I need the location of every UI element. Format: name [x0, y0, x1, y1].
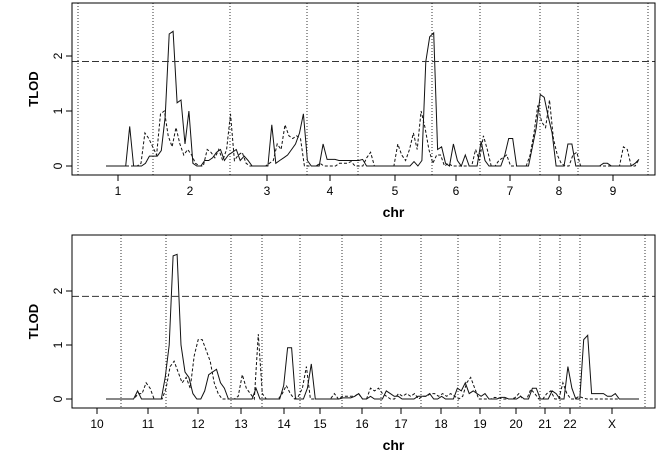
x-tick-label: 11: [142, 417, 155, 431]
series-line-dashed: [106, 334, 639, 401]
y-tick-label: 2: [51, 287, 65, 294]
x-tick-label: 13: [234, 417, 248, 431]
x-tick-label: 9: [610, 184, 617, 198]
x-axis-label: chr: [383, 204, 405, 220]
plot-frame: [71, 2, 656, 176]
x-tick-label: 19: [473, 417, 487, 431]
x-tick-label: 7: [507, 184, 514, 198]
y-axis-label: TLOD: [26, 71, 41, 106]
x-tick-label: 15: [313, 417, 327, 431]
plot-frame: [71, 234, 656, 409]
y-tick-label: 2: [51, 52, 65, 59]
x-axis-label: chr: [383, 437, 405, 452]
y-tick-label: 0: [51, 395, 65, 402]
y-tick-label: 1: [51, 107, 65, 114]
x-tick-label: 1: [115, 184, 122, 198]
chart-panel-top: 0 1 2 TLOD 1 2 3 4 5 6 7 8 9 chr: [26, 2, 656, 220]
x-tick-label: 17: [394, 417, 408, 431]
series-line-solid: [106, 30, 640, 168]
x-tick-label: 5: [392, 184, 399, 198]
x-tick-label: 4: [327, 184, 334, 198]
x-tick-label: 2: [187, 184, 194, 198]
x-tick-label: 12: [191, 417, 205, 431]
x-tick-label: 14: [277, 417, 291, 431]
y-tick-label: 0: [51, 162, 65, 169]
x-tick-label: 8: [556, 184, 563, 198]
x-tick-label: 20: [509, 417, 523, 431]
x-tick-label: 21: [538, 417, 552, 431]
x-tick-label: 22: [563, 417, 577, 431]
x-tick-label: 18: [434, 417, 448, 431]
series-line-solid: [106, 253, 639, 400]
y-tick-label: 1: [51, 341, 65, 348]
x-tick-label: 10: [90, 417, 104, 431]
x-tick-label: 3: [264, 184, 271, 198]
x-tick-label: 16: [355, 417, 369, 431]
x-tick-label: X: [608, 417, 616, 431]
y-axis-label: TLOD: [26, 304, 41, 339]
x-tick-label: 6: [453, 184, 460, 198]
